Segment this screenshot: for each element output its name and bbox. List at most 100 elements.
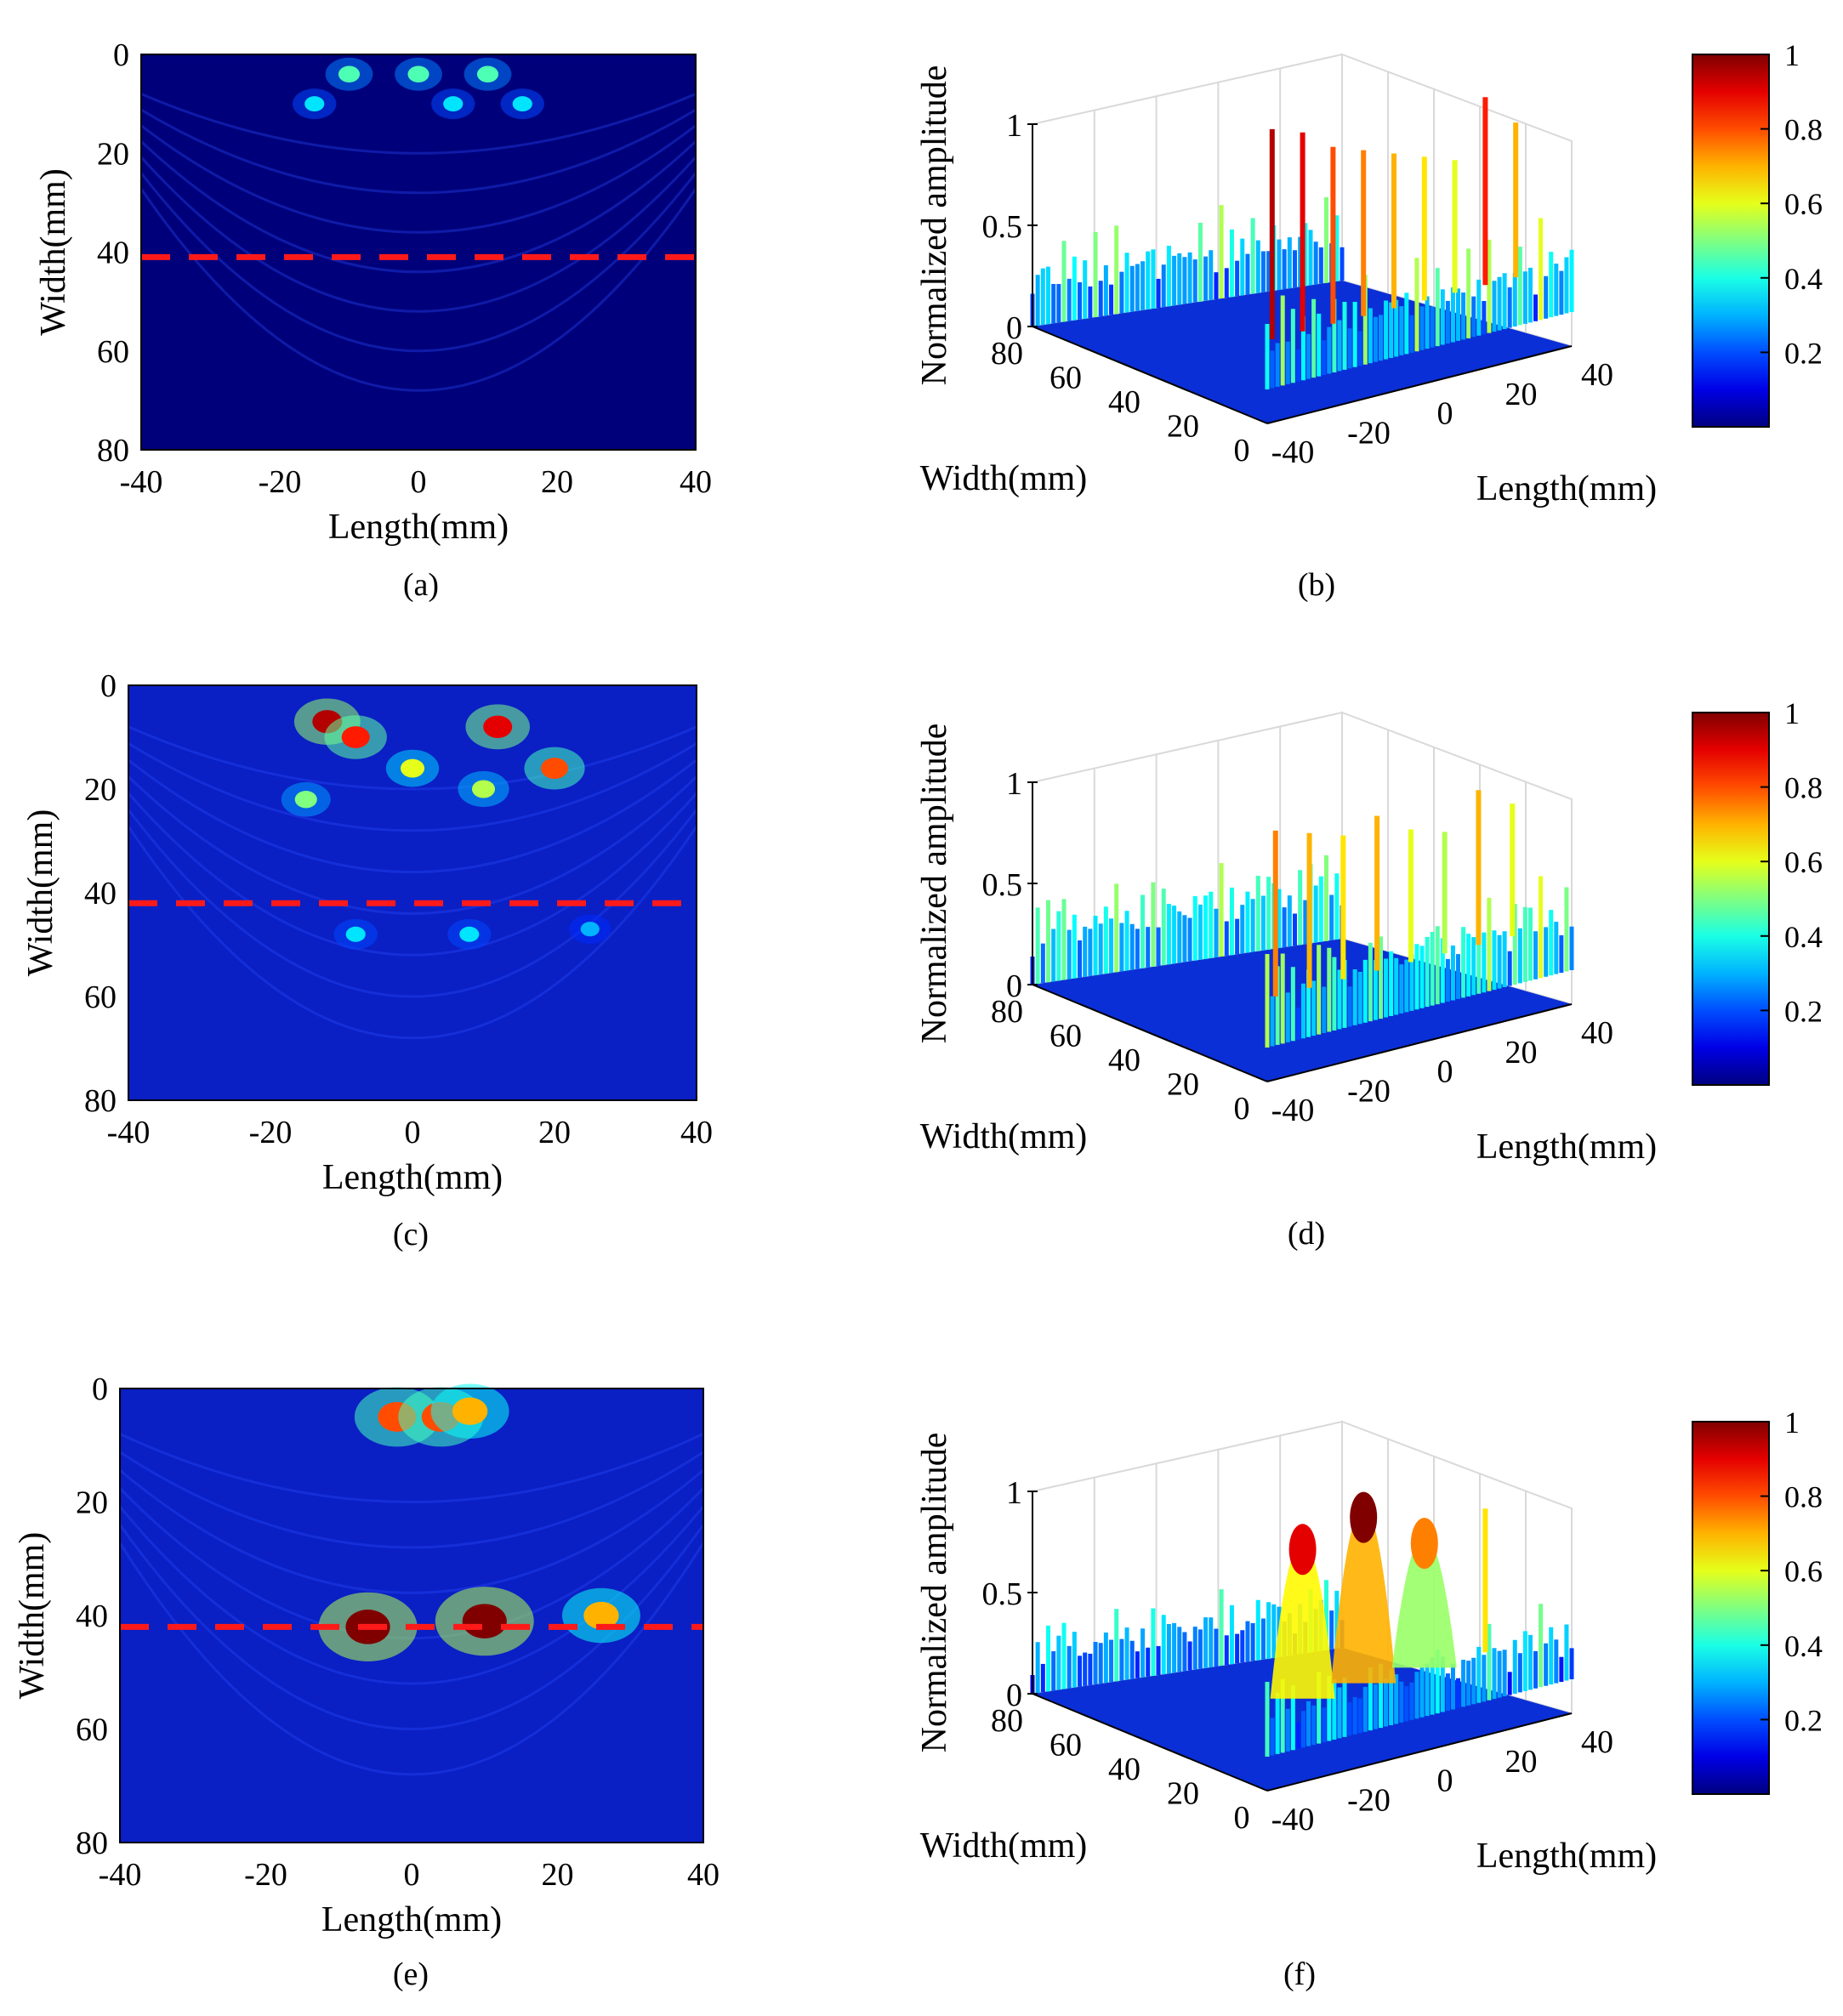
plot-frame <box>128 684 697 1101</box>
panel-caption: (f) <box>1283 1956 1316 1992</box>
width-tick-label: 80 <box>991 336 1023 372</box>
wave-front <box>127 826 698 1040</box>
heatmap-panel-c: -40 -20 0 20 40 0 20 40 60 80 Length(mm) Width(mm) (… <box>21 668 713 1252</box>
z-tick-label: 0.5 <box>982 867 1023 903</box>
colorbar-tick-label: 0.4 <box>1784 920 1823 954</box>
z-tick-label: 1 <box>1006 1475 1022 1511</box>
wave-front <box>139 156 697 313</box>
surface-panel-b: 0 0.5 1 80 60 40 20 0 -40 -20 0 20 40 Normalized ampl… <box>915 38 1823 603</box>
y-tick-label: 80 <box>84 1083 117 1119</box>
y-tick-label: 40 <box>84 876 117 911</box>
surface-peak-top <box>1350 1491 1378 1543</box>
colorbar-tick-label: 0.2 <box>1784 994 1823 1028</box>
hotspot <box>294 791 317 809</box>
heatmap-panel-e: -40 -20 0 20 40 0 20 40 60 80 Length(mm) Width(mm) (… <box>13 1371 720 1992</box>
y-tick-label: 80 <box>97 433 129 469</box>
width-tick-label: 20 <box>1167 1776 1199 1812</box>
length-tick-label: -40 <box>1271 1093 1315 1128</box>
wave-front <box>128 758 697 873</box>
colorbar: 1 0.8 0.6 0.4 0.2 <box>1692 696 1823 1086</box>
z-axis-label: Normalized amplitude <box>915 724 954 1044</box>
y-tick-label: 40 <box>97 236 129 271</box>
surface-peak <box>1270 1539 1335 1699</box>
width-tick-label: 60 <box>1049 1728 1082 1763</box>
length-axis-label: Length(mm) <box>1476 1127 1657 1167</box>
x-axis-label: Length(mm) <box>328 508 509 547</box>
y-tick-label: 20 <box>76 1485 108 1521</box>
panel-caption: (a) <box>403 567 439 603</box>
y-tick-label: 60 <box>97 334 129 370</box>
y-tick-label: 60 <box>84 980 117 1015</box>
surface-peak-top <box>1288 1524 1317 1576</box>
length-axis <box>1266 345 1573 424</box>
y-tick-label: 20 <box>97 136 129 172</box>
y-tick-label: 60 <box>76 1712 108 1748</box>
length-tick-label: 0 <box>1437 396 1453 432</box>
z-tick-label: 1 <box>1006 108 1022 144</box>
y-tick-label: 20 <box>84 772 117 808</box>
width-tick-label: 80 <box>991 1703 1023 1739</box>
wave-front <box>139 172 697 353</box>
z-tick-label: 0 <box>1006 310 1022 346</box>
hotspot <box>476 65 499 83</box>
width-tick-label: 60 <box>1049 1019 1082 1054</box>
width-axis-label: Width(mm) <box>920 459 1088 498</box>
length-tick-label: -20 <box>1347 1782 1391 1818</box>
hotspot <box>459 926 480 942</box>
length-axis <box>1266 1712 1573 1792</box>
wave-front <box>140 108 697 195</box>
y-axis-label: Width(mm) <box>21 809 60 977</box>
x-tick-label: 20 <box>542 1857 574 1893</box>
length-tick-label: 20 <box>1505 377 1538 412</box>
length-tick-label: -20 <box>1347 415 1391 451</box>
y-tick-label: 0 <box>100 668 117 704</box>
x-axis-label: Length(mm) <box>322 1158 503 1197</box>
length-tick-label: -40 <box>1271 1802 1315 1837</box>
colorbar-gradient <box>1692 1421 1770 1795</box>
y-axis-label: Width(mm) <box>13 1532 52 1700</box>
z-tick-label: 0 <box>1006 1678 1022 1713</box>
x-tick-label: 20 <box>541 464 573 500</box>
hotspot <box>462 1604 507 1638</box>
width-tick-label: 40 <box>1108 1752 1140 1787</box>
y-axis-label: Width(mm) <box>34 168 73 336</box>
width-tick-label: 0 <box>1234 1091 1250 1127</box>
width-axis <box>1032 984 1268 1082</box>
colorbar-tick-label: 1 <box>1784 696 1800 730</box>
width-tick-label: 20 <box>1167 1067 1199 1103</box>
length-tick-label: -40 <box>1271 434 1315 470</box>
colorbar-tick-label: 0.6 <box>1784 845 1823 879</box>
wave-front <box>119 1451 704 1549</box>
hotspot <box>304 96 325 112</box>
length-axis-label: Length(mm) <box>1476 1837 1657 1876</box>
x-axis-label: Length(mm) <box>321 1900 502 1939</box>
surface-peak <box>1331 1506 1396 1684</box>
hotspot <box>452 1397 488 1425</box>
z-tick-label: 0.5 <box>982 1576 1023 1612</box>
colorbar-tick-label: 1 <box>1784 38 1800 72</box>
y-tick-label: 40 <box>76 1599 108 1634</box>
x-tick-label: 20 <box>538 1115 571 1150</box>
wave-front <box>128 742 697 832</box>
width-axis <box>1032 326 1268 424</box>
width-tick-label: 0 <box>1234 1800 1250 1836</box>
colorbar-gradient <box>1692 712 1770 1086</box>
colorbar-tick-label: 0.8 <box>1784 1480 1823 1514</box>
length-tick-label: 20 <box>1505 1035 1538 1070</box>
colorbar-tick-label: 0.6 <box>1784 187 1823 221</box>
surface-panel-f: 0 0.5 1 80 60 40 20 0 -40 -20 0 20 40 Normalized ampl… <box>915 1406 1823 1992</box>
width-tick-label: 20 <box>1167 409 1199 445</box>
wave-front <box>119 1433 704 1503</box>
heatmap-background <box>141 54 696 450</box>
hotspot <box>512 96 532 112</box>
x-tick-label: -20 <box>259 464 302 500</box>
hotspot <box>338 65 361 83</box>
colorbar-gradient <box>1692 54 1770 428</box>
hotspot <box>407 65 429 83</box>
colorbar: 1 0.8 0.6 0.4 0.2 <box>1692 1406 1823 1795</box>
width-axis-label: Width(mm) <box>920 1117 1088 1156</box>
width-tick-label: 80 <box>991 994 1023 1030</box>
z-axis-label: Normalized amplitude <box>915 65 954 386</box>
length-tick-label: 0 <box>1437 1054 1453 1090</box>
wave-front <box>139 188 697 392</box>
